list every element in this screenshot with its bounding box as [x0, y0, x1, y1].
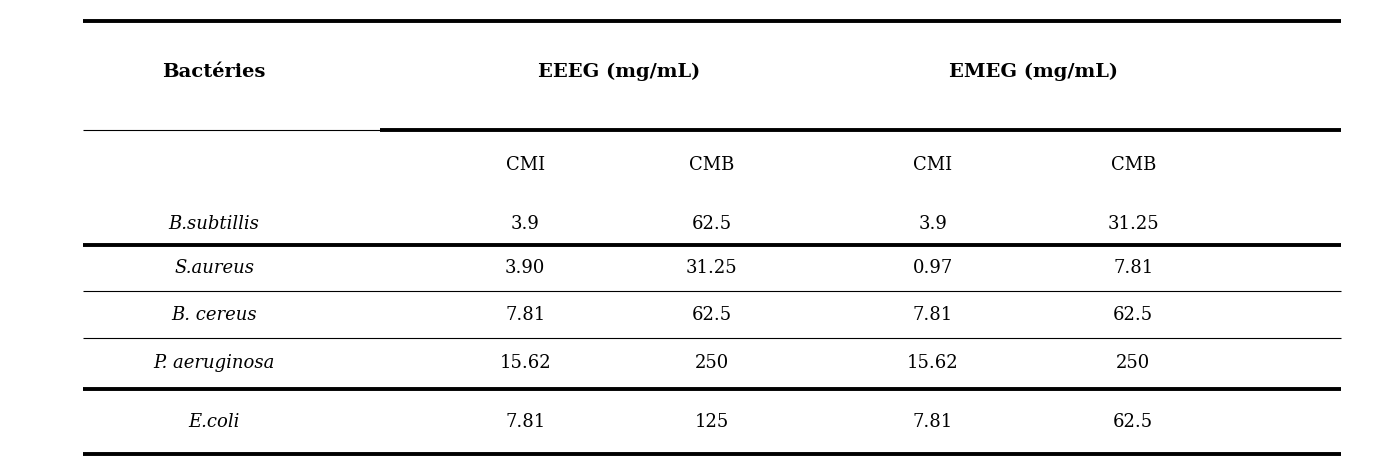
Text: 31.25: 31.25 [685, 259, 738, 277]
Text: CMI: CMI [506, 157, 545, 174]
Text: 7.81: 7.81 [912, 413, 954, 431]
Text: 62.5: 62.5 [691, 215, 732, 233]
Text: 31.25: 31.25 [1107, 215, 1159, 233]
Text: 3.9: 3.9 [919, 215, 947, 233]
Text: 125: 125 [695, 413, 728, 431]
Text: B. cereus: B. cereus [171, 306, 257, 323]
Text: 250: 250 [695, 355, 728, 372]
Text: 62.5: 62.5 [691, 306, 732, 323]
Text: P. aeruginosa: P. aeruginosa [153, 355, 275, 372]
Text: 7.81: 7.81 [504, 306, 546, 323]
Text: 15.62: 15.62 [907, 355, 959, 372]
Text: 62.5: 62.5 [1113, 413, 1154, 431]
Text: 3.9: 3.9 [511, 215, 539, 233]
Text: Bactéries: Bactéries [163, 63, 265, 81]
Text: EEEG (mg/mL): EEEG (mg/mL) [538, 63, 701, 82]
Text: 7.81: 7.81 [912, 306, 954, 323]
Text: CMI: CMI [914, 157, 952, 174]
Text: 15.62: 15.62 [499, 355, 551, 372]
Text: B.subtillis: B.subtillis [169, 215, 260, 233]
Text: 7.81: 7.81 [1113, 259, 1154, 277]
Text: EMEG (mg/mL): EMEG (mg/mL) [949, 63, 1118, 82]
Text: 62.5: 62.5 [1113, 306, 1154, 323]
Text: CMB: CMB [690, 157, 734, 174]
Text: 3.90: 3.90 [504, 259, 546, 277]
Text: 0.97: 0.97 [912, 259, 954, 277]
Text: 7.81: 7.81 [504, 413, 546, 431]
Text: E.coli: E.coli [188, 413, 240, 431]
Text: 250: 250 [1117, 355, 1150, 372]
Text: CMB: CMB [1111, 157, 1155, 174]
Text: S.aureus: S.aureus [174, 259, 254, 277]
